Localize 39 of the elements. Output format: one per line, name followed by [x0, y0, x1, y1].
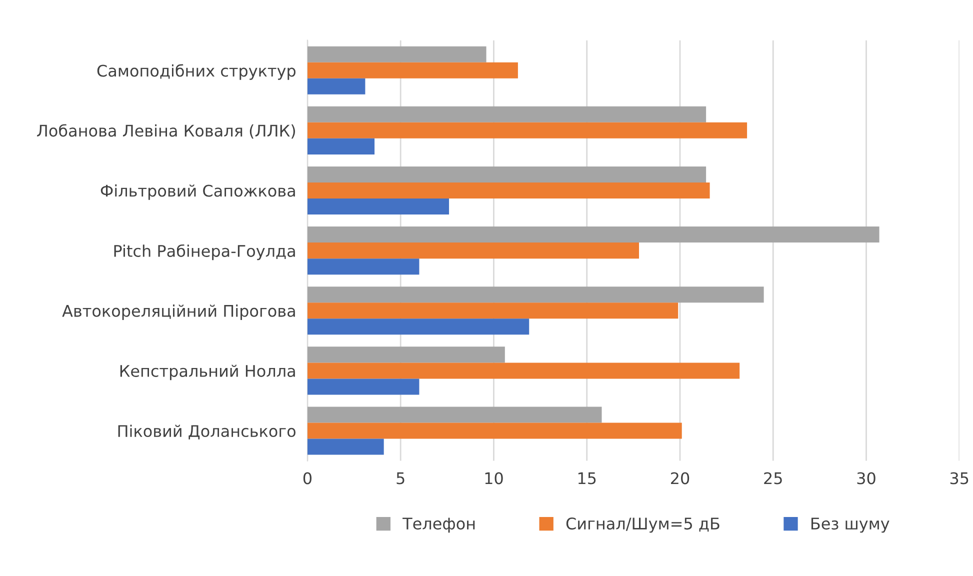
bar: [307, 362, 740, 379]
x-tick-label: 0: [303, 472, 312, 484]
y-tick-label: Автокореляційний Пірогова: [62, 304, 295, 320]
bar: [307, 62, 518, 78]
bar: [307, 346, 505, 363]
y-tick-label: Кепстральний Нолла: [120, 364, 295, 380]
legend-label: Сигнал/Шум=5 дБ: [566, 518, 720, 533]
bar: [307, 226, 880, 243]
legend-label: Телефон: [402, 518, 475, 533]
bar: [307, 106, 706, 122]
bar: [307, 422, 682, 439]
x-tick-label: 30: [857, 472, 876, 484]
x-tick-label: 25: [764, 472, 782, 484]
y-tick-label: Pitch Рабінера-Гоулда: [114, 244, 295, 260]
y-tick-label: Піковий Доланського: [118, 424, 296, 440]
legend-label: Без шуму: [811, 518, 890, 533]
bar: [307, 378, 420, 395]
y-tick-label: Фільтровий Сапожкова: [100, 184, 295, 200]
bar: [307, 406, 602, 423]
bar: [307, 318, 530, 335]
bar: [307, 242, 640, 259]
bar: [307, 122, 748, 138]
bar: [307, 138, 375, 154]
bar: [307, 302, 678, 319]
y-tick-label: Самоподібних структур: [97, 64, 296, 80]
x-tick-label: 10: [485, 472, 503, 484]
y-tick-label: Лобанова Левіна Коваля (ЛЛК): [37, 124, 295, 139]
bar: [307, 182, 710, 198]
bar: [307, 258, 420, 275]
bar: [307, 198, 450, 215]
bar: [307, 286, 764, 303]
bar: [307, 78, 366, 94]
x-tick-label: 5: [396, 472, 404, 484]
bar: [307, 46, 486, 62]
x-tick-label: 15: [578, 472, 596, 484]
bar: [307, 438, 384, 455]
bar: [307, 166, 706, 182]
x-tick-label: 20: [670, 472, 690, 484]
x-tick-label: 35: [950, 472, 968, 484]
